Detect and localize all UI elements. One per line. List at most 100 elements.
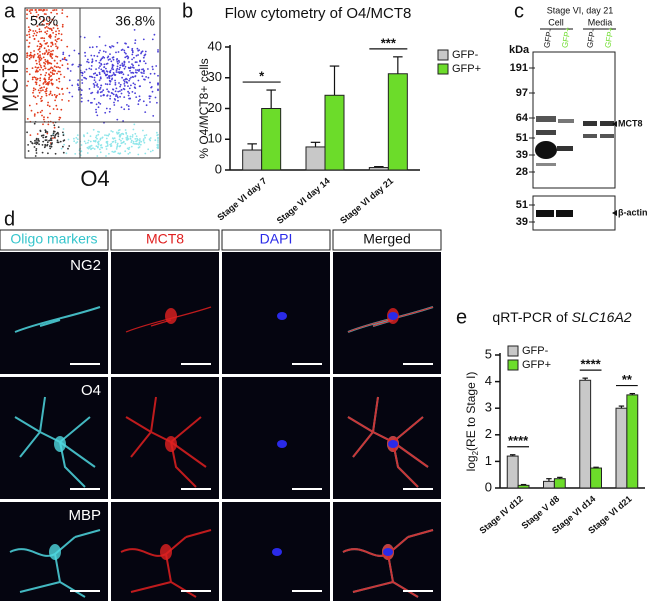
- flow-dot: [58, 118, 61, 121]
- flow-dot: [157, 82, 159, 85]
- legend-label: GFP-: [452, 49, 479, 61]
- flow-dot: [123, 49, 126, 52]
- flow-dot: [139, 59, 142, 62]
- flow-dot: [144, 152, 147, 155]
- flow-dot: [124, 78, 126, 81]
- flow-dot: [54, 36, 57, 38]
- flow-dot: [122, 141, 125, 144]
- flow-dot: [45, 60, 47, 63]
- flow-dot: [99, 137, 102, 140]
- flow-dot: [65, 152, 68, 155]
- flow-dot: [125, 137, 128, 139]
- cell-body: [165, 308, 177, 324]
- flow-dot: [63, 76, 66, 78]
- flow-dot: [134, 92, 137, 95]
- flow-dot: [138, 95, 141, 98]
- flow-dot: [48, 62, 51, 64]
- marker-label: 39: [516, 149, 528, 161]
- flow-dot: [32, 56, 35, 59]
- flow-dot: [137, 79, 140, 82]
- flow-dot: [156, 131, 158, 134]
- flow-dot: [41, 109, 43, 112]
- flow-dot: [46, 60, 49, 63]
- flow-dot: [121, 48, 124, 51]
- flow-dot: [44, 80, 46, 83]
- flow-dot: [66, 45, 69, 48]
- flow-dot: [38, 143, 40, 146]
- flow-dot: [123, 80, 126, 83]
- flow-dot: [51, 57, 54, 59]
- y-tick-label: 20: [208, 100, 222, 115]
- flow-dot: [134, 83, 136, 86]
- flow-dot: [29, 54, 32, 57]
- flow-dot: [115, 71, 118, 73]
- flow-dot: [132, 142, 135, 145]
- flow-dot: [99, 49, 101, 52]
- flow-dot: [34, 30, 37, 32]
- axis-label: MCT8: [0, 52, 23, 112]
- flow-dot: [40, 89, 42, 92]
- flow-dot: [46, 83, 49, 85]
- panel-label: a: [4, 0, 16, 22]
- flow-dot: [112, 58, 115, 61]
- flow-dot: [120, 142, 123, 145]
- flow-dot: [46, 143, 49, 146]
- flow-dot: [97, 143, 100, 146]
- flow-dot: [115, 51, 117, 54]
- flow-dot: [52, 132, 55, 135]
- flow-dot: [60, 108, 63, 111]
- flow-dot: [49, 90, 52, 93]
- flow-dot: [98, 88, 101, 91]
- flow-dot: [52, 49, 54, 52]
- panel-label: b: [182, 0, 193, 22]
- flow-dot: [118, 82, 120, 84]
- flow-dot: [42, 20, 45, 23]
- flow-dot: [81, 74, 84, 77]
- flow-dot: [87, 147, 90, 150]
- row-label: MBP: [68, 507, 101, 524]
- flow-dot: [35, 83, 38, 86]
- flow-dot: [37, 14, 40, 16]
- flow-dot: [109, 69, 112, 72]
- flow-dot: [49, 55, 52, 57]
- flow-dot: [39, 54, 41, 56]
- blot-header: Stage VI, day 21: [547, 5, 614, 15]
- flow-dot: [35, 139, 38, 141]
- flow-dot: [92, 128, 95, 131]
- flow-dot: [59, 73, 62, 76]
- flow-dot: [34, 76, 37, 79]
- flow-dot: [60, 33, 63, 36]
- legend-swatch: [437, 49, 449, 61]
- flow-dot: [111, 74, 114, 77]
- flow-dot: [123, 67, 126, 70]
- chart-title-italic: SLC16A2: [572, 309, 632, 325]
- flow-dot: [132, 128, 135, 131]
- flow-dot: [117, 59, 120, 62]
- flow-dot: [100, 84, 102, 87]
- flow-dot: [45, 13, 47, 16]
- flow-dot: [142, 139, 145, 142]
- flow-dot: [133, 67, 135, 69]
- flow-dot: [55, 104, 58, 107]
- flow-dot: [105, 148, 108, 150]
- flow-dot: [44, 74, 47, 77]
- flow-dot: [47, 152, 49, 155]
- cell-process: [14, 306, 101, 333]
- flow-dot: [114, 82, 117, 84]
- flow-dot: [116, 118, 119, 121]
- flow-dot: [149, 137, 152, 139]
- flow-dot: [156, 101, 158, 104]
- flow-dot: [49, 67, 52, 70]
- flow-dot: [45, 32, 48, 35]
- flow-dot: [111, 130, 114, 133]
- column-header: MCT8: [146, 231, 184, 247]
- flow-dot: [63, 143, 65, 146]
- flow-dot: [41, 114, 43, 117]
- flow-dot: [127, 153, 130, 155]
- flow-dot: [45, 22, 48, 25]
- flow-dot: [152, 68, 154, 71]
- significance-label: ****: [508, 433, 529, 448]
- flow-dot: [127, 90, 129, 93]
- flow-dot: [105, 134, 108, 137]
- flow-dot: [63, 58, 65, 61]
